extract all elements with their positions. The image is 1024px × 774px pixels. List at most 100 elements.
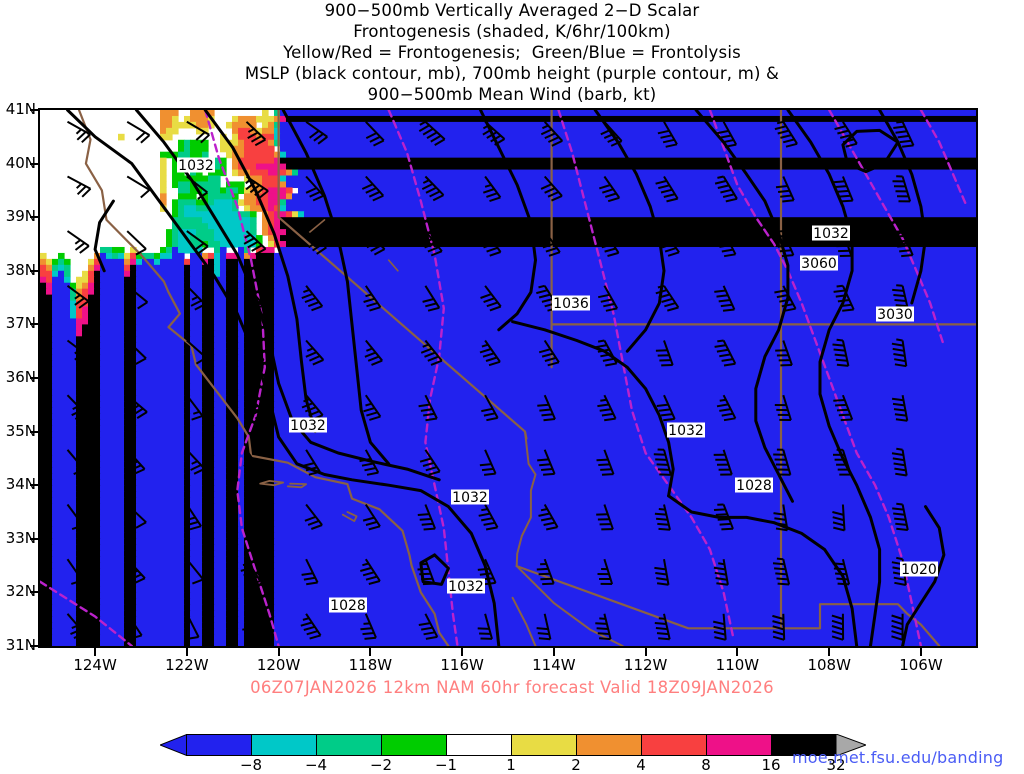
shade-cell — [52, 259, 59, 266]
shade-cell — [274, 539, 976, 546]
shade-cell — [226, 378, 239, 385]
shade-cell — [100, 557, 125, 564]
shade-cell — [184, 461, 191, 468]
shade-cell — [214, 580, 227, 587]
barb-full — [835, 574, 847, 575]
shade-cell — [274, 527, 976, 534]
shade-cell — [220, 259, 227, 266]
shade-cell — [40, 551, 53, 558]
shade-cell — [214, 420, 227, 427]
shade-cell — [40, 527, 53, 534]
shade-cell — [286, 199, 976, 206]
shade-cell — [76, 378, 101, 385]
shade-cell — [298, 211, 305, 218]
barb-full — [539, 464, 551, 465]
shade-cell — [280, 181, 287, 188]
barb-half — [777, 231, 783, 232]
shade-cell — [202, 366, 215, 373]
shade-cell — [40, 330, 53, 337]
shade-cell — [208, 259, 215, 266]
shade-cell — [202, 551, 215, 558]
shade-cell — [226, 277, 239, 284]
shade-cell — [202, 616, 215, 623]
shade-cell — [202, 503, 215, 510]
shade-cell — [100, 640, 125, 646]
xtick-label-112W: 112W — [616, 658, 676, 673]
barb-full — [834, 350, 846, 351]
xtick-label-118W: 118W — [340, 658, 400, 673]
shade-cell — [52, 265, 59, 272]
barb-full — [901, 255, 913, 256]
shade-cell — [184, 640, 191, 646]
shade-cell — [214, 640, 227, 646]
shade-cell — [184, 324, 191, 331]
barb-full — [659, 529, 671, 530]
shade-cell — [40, 569, 53, 576]
shade-cell — [40, 295, 53, 302]
shade-cell — [208, 199, 215, 206]
barb-full — [834, 291, 846, 292]
shade-cell — [214, 628, 227, 635]
shade-cell — [100, 330, 125, 337]
shade-cell — [202, 277, 215, 284]
contour-label-mslp: 1032 — [289, 418, 327, 435]
shade-cell — [250, 205, 263, 212]
barb-full — [659, 409, 671, 410]
xtick-label-108W: 108W — [799, 658, 859, 673]
shade-cell — [136, 622, 185, 629]
shade-cell — [184, 533, 191, 540]
shade-cell — [226, 640, 239, 646]
shade-cell — [184, 402, 191, 409]
shade-cell — [202, 342, 215, 349]
shade-cell — [202, 634, 215, 641]
barb-full — [895, 300, 907, 301]
shade-cell — [124, 515, 137, 522]
shade-cell — [274, 610, 976, 617]
shade-cell — [124, 336, 137, 343]
shade-cell — [274, 569, 976, 576]
shade-cell — [244, 372, 275, 379]
barb-half — [77, 184, 82, 188]
barb-full — [835, 355, 847, 356]
barb-full — [773, 563, 785, 564]
shade-cell — [232, 134, 239, 141]
shade-cell — [40, 557, 53, 564]
shade-cell — [202, 509, 215, 516]
shade-cell — [202, 610, 215, 617]
shade-cell — [274, 485, 976, 492]
barb-half — [837, 340, 843, 341]
shade-cell — [184, 491, 191, 498]
barb-full — [480, 573, 492, 574]
shade-cell — [214, 414, 227, 421]
shade-cell — [202, 307, 215, 314]
shade-cell — [274, 312, 976, 319]
label-text: 1020 — [901, 562, 937, 578]
shade-cell — [136, 455, 185, 462]
shade-cell — [136, 509, 185, 516]
barb-full — [778, 584, 790, 585]
shade-cell — [52, 521, 77, 528]
shade-cell — [190, 545, 203, 552]
barb-full — [598, 633, 610, 634]
shade-cell — [190, 551, 203, 558]
shade-cell — [184, 277, 191, 284]
shade-cell — [274, 211, 287, 218]
barb-full — [778, 246, 790, 247]
shade-cell — [202, 336, 215, 343]
shade-cell — [40, 491, 53, 498]
shade-cell — [190, 336, 203, 343]
shade-cell — [214, 610, 227, 617]
colorbar-segment-7 — [641, 734, 706, 756]
barb-full — [655, 623, 667, 624]
shade-cell — [130, 259, 137, 266]
shade-cell — [100, 432, 125, 439]
shade-cell — [238, 396, 245, 403]
shade-cell — [76, 557, 101, 564]
shade-cell — [238, 545, 245, 552]
shade-cell — [250, 211, 257, 218]
shade-cell — [244, 384, 275, 391]
shade-cell — [214, 378, 227, 385]
shade-cell — [286, 229, 976, 236]
shade-cell — [124, 533, 137, 540]
